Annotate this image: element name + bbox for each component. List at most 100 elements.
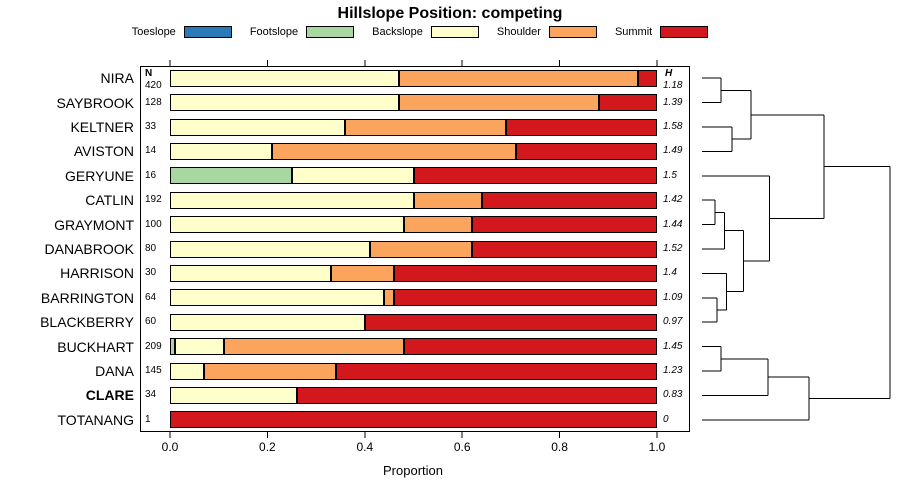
bar-segment-summit	[296, 386, 657, 404]
stacked-bar	[170, 191, 657, 209]
bar-segment-shoulder	[369, 240, 472, 258]
bar-segment-summit	[515, 142, 657, 160]
n-count: 192	[145, 194, 162, 206]
h-value: 1.09	[663, 291, 683, 303]
series-label: BARRINGTON	[40, 289, 134, 306]
bar-segment-summit	[170, 411, 657, 429]
bar-segment-summit	[413, 167, 657, 185]
stacked-bar	[170, 264, 657, 282]
stacked-bar	[170, 118, 657, 136]
n-count: 145	[145, 365, 162, 376]
stacked-bar	[170, 142, 657, 160]
series-label: GERYUNE	[65, 167, 134, 184]
series-label: NIRA	[100, 70, 134, 87]
bar-segment-backslope	[170, 386, 297, 404]
bar-segment-summit	[637, 69, 657, 87]
x-tick-label: 0.4	[356, 440, 374, 454]
h-value: 1.45	[663, 340, 683, 352]
bar-segment-summit	[481, 191, 657, 209]
bar-segment-shoulder	[413, 191, 482, 209]
series-label: KELTNER	[70, 119, 134, 135]
bar-segment-footslope	[170, 167, 292, 185]
n-count: 420	[145, 80, 162, 91]
legend-swatch-backslope	[430, 26, 479, 38]
n-count: 209	[145, 340, 162, 352]
legend-swatch-toeslope	[183, 26, 232, 38]
x-tick-label: 0.0	[161, 440, 179, 454]
stacked-bar	[170, 69, 657, 87]
series-label: CLARE	[85, 387, 134, 404]
bar-segment-summit	[335, 362, 657, 380]
bar-segment-backslope	[170, 191, 414, 209]
chart-title: Hillslope Position: competing	[337, 5, 563, 22]
h-value: 1.5	[663, 169, 677, 181]
legend-item-summit: Summit	[614, 26, 709, 38]
stacked-bar	[170, 338, 657, 356]
bar-segment-shoulder	[272, 142, 516, 160]
series-label: BLACKBERRY	[40, 314, 134, 331]
n-count: 80	[145, 243, 157, 254]
bar-segment-backslope	[170, 142, 273, 160]
n-count: 34	[145, 389, 157, 401]
series-label: AVISTON	[73, 143, 134, 160]
h-value: 1.42	[663, 194, 683, 206]
bar-segment-summit	[394, 289, 657, 307]
n-count: 1	[145, 413, 151, 425]
plot-frame	[140, 66, 690, 432]
legend-item-toeslope: Toeslope	[132, 26, 232, 38]
x-tick-label: 1.0	[648, 440, 666, 454]
bar-segment-summit	[471, 216, 657, 234]
h-value: 1.39	[663, 96, 683, 108]
bar-segment-backslope	[170, 94, 399, 112]
h-value: 0.83	[663, 389, 683, 401]
legend-label-footslope: Footslope	[249, 26, 299, 38]
n-column-header: N	[145, 68, 153, 79]
bar-segment-summit	[506, 118, 657, 136]
bar-segment-backslope	[170, 216, 404, 234]
h-value: 1.23	[663, 365, 683, 376]
bar-segment-backslope	[170, 362, 205, 380]
h-column-header: H	[665, 68, 673, 79]
h-value: 1.58	[663, 121, 683, 132]
series-label: HARRISON	[60, 265, 134, 282]
bar-segment-backslope	[174, 338, 224, 356]
stacked-bar	[170, 386, 657, 404]
bar-segment-shoulder	[223, 338, 404, 356]
series-label: DANABROOK	[44, 241, 134, 257]
legend-swatch-summit	[660, 26, 709, 38]
legend: Toeslope Footslope Backslope Shoulder Summit	[110, 26, 730, 38]
legend-label-shoulder: Shoulder	[496, 26, 541, 38]
n-count: 33	[145, 121, 157, 132]
series-label: BUCKHART	[57, 338, 134, 355]
series-label: TOTANANG	[57, 411, 135, 428]
stacked-bar	[170, 94, 657, 112]
legend-label-backslope: Backslope	[372, 26, 423, 38]
n-count: 100	[145, 218, 162, 230]
series-label: CATLIN	[85, 192, 134, 209]
bar-segment-backslope	[170, 118, 346, 136]
stacked-bar	[170, 240, 657, 258]
stacked-bar	[170, 362, 657, 380]
h-value: 1.18	[663, 80, 683, 91]
legend-item-footslope: Footslope	[249, 26, 355, 38]
bar-segment-shoulder	[204, 362, 336, 380]
x-tick-label: 0.8	[551, 440, 568, 454]
h-value: 1.49	[663, 145, 683, 157]
stacked-bar	[170, 313, 657, 331]
bar-segment-shoulder	[345, 118, 507, 136]
stacked-bar	[170, 167, 657, 185]
stacked-bar	[170, 289, 657, 307]
legend-label-summit: Summit	[614, 26, 653, 38]
x-axis-label: Proportion	[383, 463, 443, 478]
h-value: 1.4	[663, 267, 677, 279]
bar-segment-shoulder	[398, 94, 599, 112]
bar-segment-backslope	[170, 289, 385, 307]
bar-segment-summit	[394, 264, 657, 282]
n-count: 128	[145, 96, 162, 108]
bar-segment-backslope	[170, 313, 365, 331]
bar-segment-shoulder	[403, 216, 472, 234]
bar-segment-summit	[403, 338, 657, 356]
h-value: 0.97	[663, 316, 683, 328]
n-count: 60	[145, 316, 157, 328]
